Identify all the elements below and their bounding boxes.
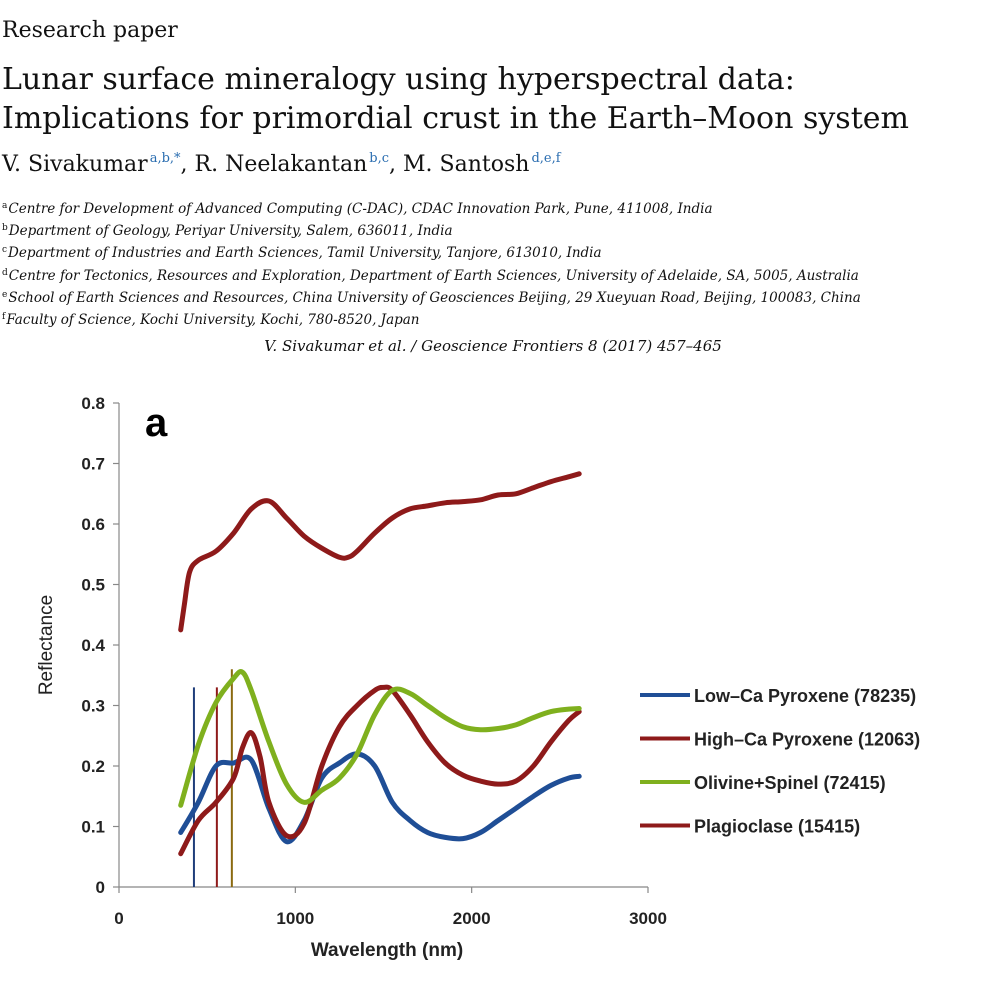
author-separator: , bbox=[180, 152, 195, 177]
author-affiliation-marks[interactable]: d,e,f bbox=[531, 151, 561, 166]
affiliation-list: aCentre for Development of Advanced Comp… bbox=[2, 197, 861, 330]
y-tick-label: 0.3 bbox=[81, 697, 105, 716]
affiliation-mark: e bbox=[2, 289, 8, 300]
y-axis-label: Reflectance bbox=[36, 595, 57, 695]
affiliation-text: Faculty of Science, Kochi University, Ko… bbox=[6, 312, 420, 329]
affiliation-mark: f bbox=[2, 312, 6, 323]
author-name[interactable]: M. Santosh bbox=[403, 152, 530, 177]
x-tick-label: 3000 bbox=[629, 909, 667, 928]
affiliation-mark: d bbox=[2, 267, 8, 278]
series-line-2 bbox=[178, 684, 582, 857]
affiliation-text: Centre for Development of Advanced Compu… bbox=[8, 201, 713, 217]
chart-reference-lines bbox=[192, 669, 233, 887]
y-tick-label: 0.8 bbox=[81, 394, 105, 413]
series-line-1 bbox=[178, 751, 582, 845]
chart-series bbox=[178, 471, 582, 857]
author-affiliation-marks[interactable]: b,c bbox=[369, 151, 390, 166]
author-name[interactable]: V. Sivakumar bbox=[2, 152, 148, 177]
affiliation-mark: c bbox=[2, 245, 8, 256]
affiliation-item: bDepartment of Geology, Periyar Universi… bbox=[2, 219, 861, 241]
journal-citation: V. Sivakumar et al. / Geoscience Frontie… bbox=[264, 337, 722, 355]
affiliation-item: cDepartment of Industries and Earth Scie… bbox=[2, 241, 861, 263]
author-list: V. Sivakumar a,b,*, R. Neelakantan b,c, M.… bbox=[2, 151, 561, 177]
affiliation-item: dCentre for Tectonics, Resources and Exp… bbox=[2, 264, 861, 286]
y-tick-label: 0.4 bbox=[81, 636, 105, 655]
affiliation-mark: b bbox=[2, 223, 8, 234]
affiliation-text: Department of Geology, Periyar Universit… bbox=[8, 223, 453, 240]
legend-item: Plagioclase (15415) bbox=[640, 817, 860, 837]
y-tick-label: 0.6 bbox=[81, 515, 105, 534]
panel-label: a bbox=[145, 401, 168, 445]
affiliation-item: eSchool of Earth Sciences and Resources,… bbox=[2, 286, 861, 308]
y-tick-label: 0.7 bbox=[81, 455, 105, 474]
affiliation-item: fFaculty of Science, Kochi University, K… bbox=[2, 308, 861, 330]
legend-label: High–Ca Pyroxene (12063) bbox=[694, 730, 920, 750]
legend-item: High–Ca Pyroxene (12063) bbox=[640, 730, 920, 750]
legend-item: Low–Ca Pyroxene (78235) bbox=[640, 686, 916, 706]
x-tick-label: 0 bbox=[114, 909, 123, 928]
section-label: Research paper bbox=[2, 18, 178, 43]
y-tick-label: 0.2 bbox=[81, 757, 105, 776]
affiliation-text: Department of Industries and Earth Scien… bbox=[8, 245, 602, 262]
y-tick-label: 0 bbox=[96, 878, 105, 897]
affiliation-mark: a bbox=[2, 201, 8, 211]
chart-legend: Low–Ca Pyroxene (78235) High–Ca Pyroxene … bbox=[640, 686, 920, 837]
x-tick-label: 2000 bbox=[453, 909, 491, 928]
author-affiliation-marks[interactable]: a,b,* bbox=[149, 151, 181, 166]
legend-item: Olivine+Spinel (72415) bbox=[640, 773, 886, 793]
reflectance-chart: 0 0.1 0.2 0.3 0.4 0.5 0.6 0.7 0.8 0 1000 2000 3000 L… bbox=[36, 394, 920, 961]
x-tick-label: 1000 bbox=[276, 909, 314, 928]
author-name[interactable]: R. Neelakantan bbox=[194, 152, 368, 177]
affiliation-text: School of Earth Sciences and Resources, … bbox=[8, 289, 861, 306]
legend-label: Olivine+Spinel (72415) bbox=[694, 773, 886, 793]
y-tick-label: 0.5 bbox=[81, 576, 105, 595]
series-line-3 bbox=[178, 669, 582, 808]
affiliation-text: Centre for Tectonics, Resources and Expl… bbox=[8, 267, 859, 284]
series-line-4 bbox=[178, 471, 582, 633]
x-axis-label: Wavelength (nm) bbox=[311, 940, 463, 961]
author-separator: , bbox=[389, 152, 404, 177]
affiliation-item: aCentre for Development of Advanced Comp… bbox=[2, 197, 861, 219]
chart-ticks: 0 0.1 0.2 0.3 0.4 0.5 0.6 0.7 0.8 0 1000 2000 3000 bbox=[81, 394, 667, 928]
paper-title: Lunar surface mineralogy using hyperspec… bbox=[2, 62, 909, 136]
legend-label: Low–Ca Pyroxene (78235) bbox=[694, 686, 916, 706]
legend-label: Plagioclase (15415) bbox=[694, 817, 860, 837]
y-tick-label: 0.1 bbox=[81, 818, 105, 837]
